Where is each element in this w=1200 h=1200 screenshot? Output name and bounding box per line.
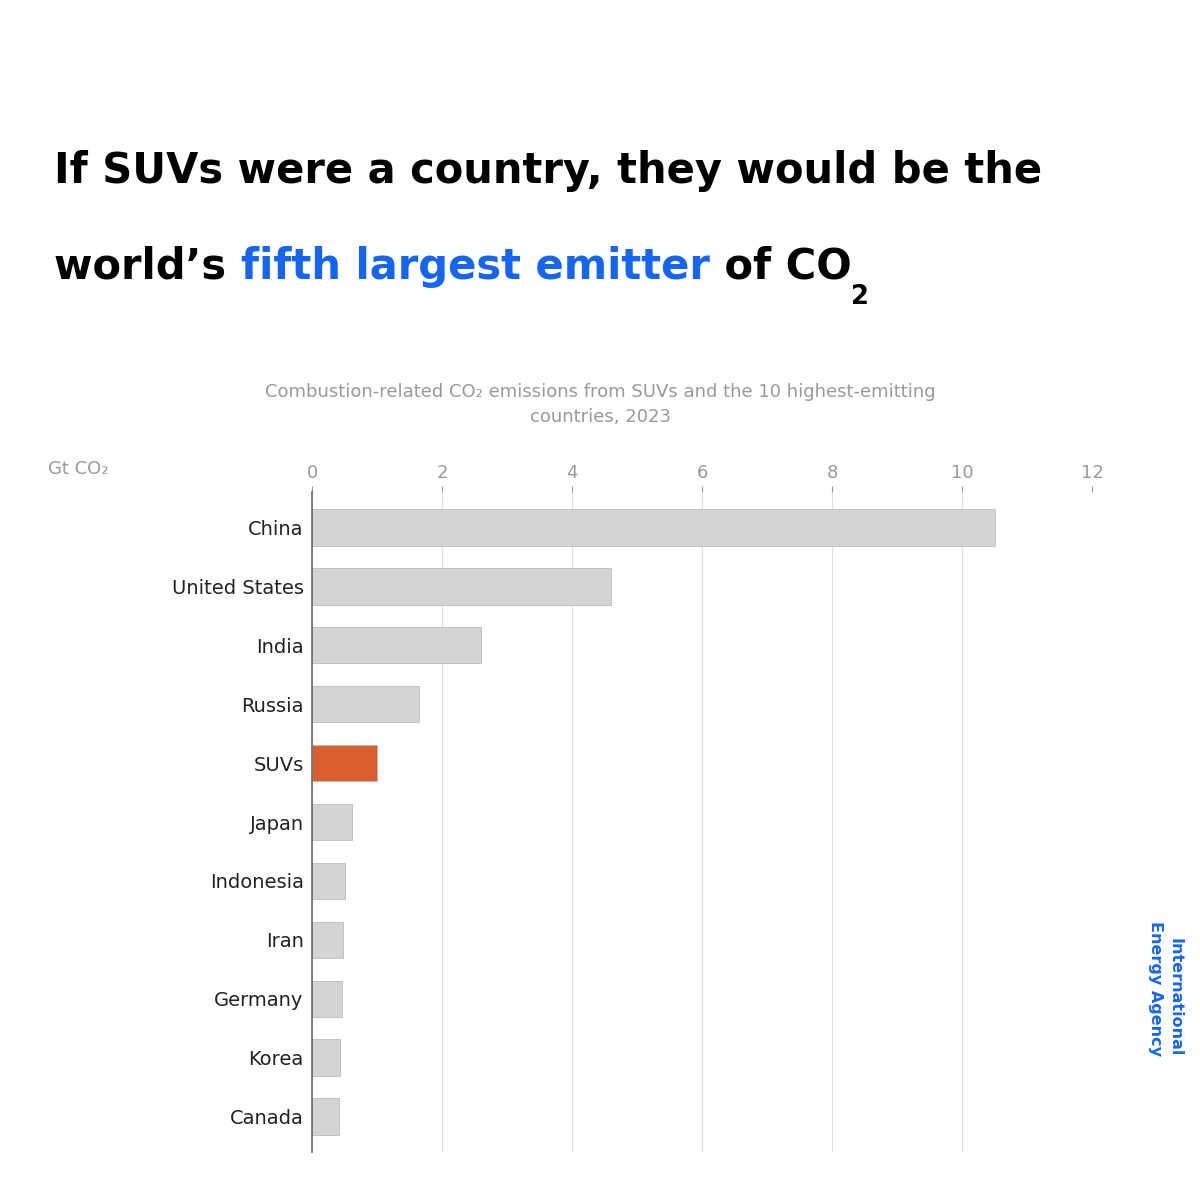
Bar (312, 568, 611, 605)
Bar (312, 745, 377, 781)
Text: Combustion-related CO₂ emissions from SUVs and the 10 highest-emitting
countries: Combustion-related CO₂ emissions from SU… (265, 383, 935, 426)
Bar (312, 509, 995, 546)
Text: world’s: world’s (54, 246, 241, 288)
Text: Gt CO₂: Gt CO₂ (48, 460, 108, 478)
Text: of CO: of CO (709, 246, 851, 288)
Text: International
Energy Agency: International Energy Agency (1148, 922, 1182, 1056)
Bar (312, 922, 342, 958)
Bar (312, 863, 344, 899)
Bar (312, 980, 342, 1018)
Text: If SUVs were a country, they would be the: If SUVs were a country, they would be th… (54, 150, 1042, 192)
Bar (312, 1098, 338, 1135)
Bar (312, 686, 419, 722)
Bar (312, 1039, 340, 1076)
Text: fifth largest emitter: fifth largest emitter (241, 246, 709, 288)
Text: 2: 2 (851, 283, 869, 310)
Bar (312, 626, 481, 664)
Bar (312, 804, 353, 840)
